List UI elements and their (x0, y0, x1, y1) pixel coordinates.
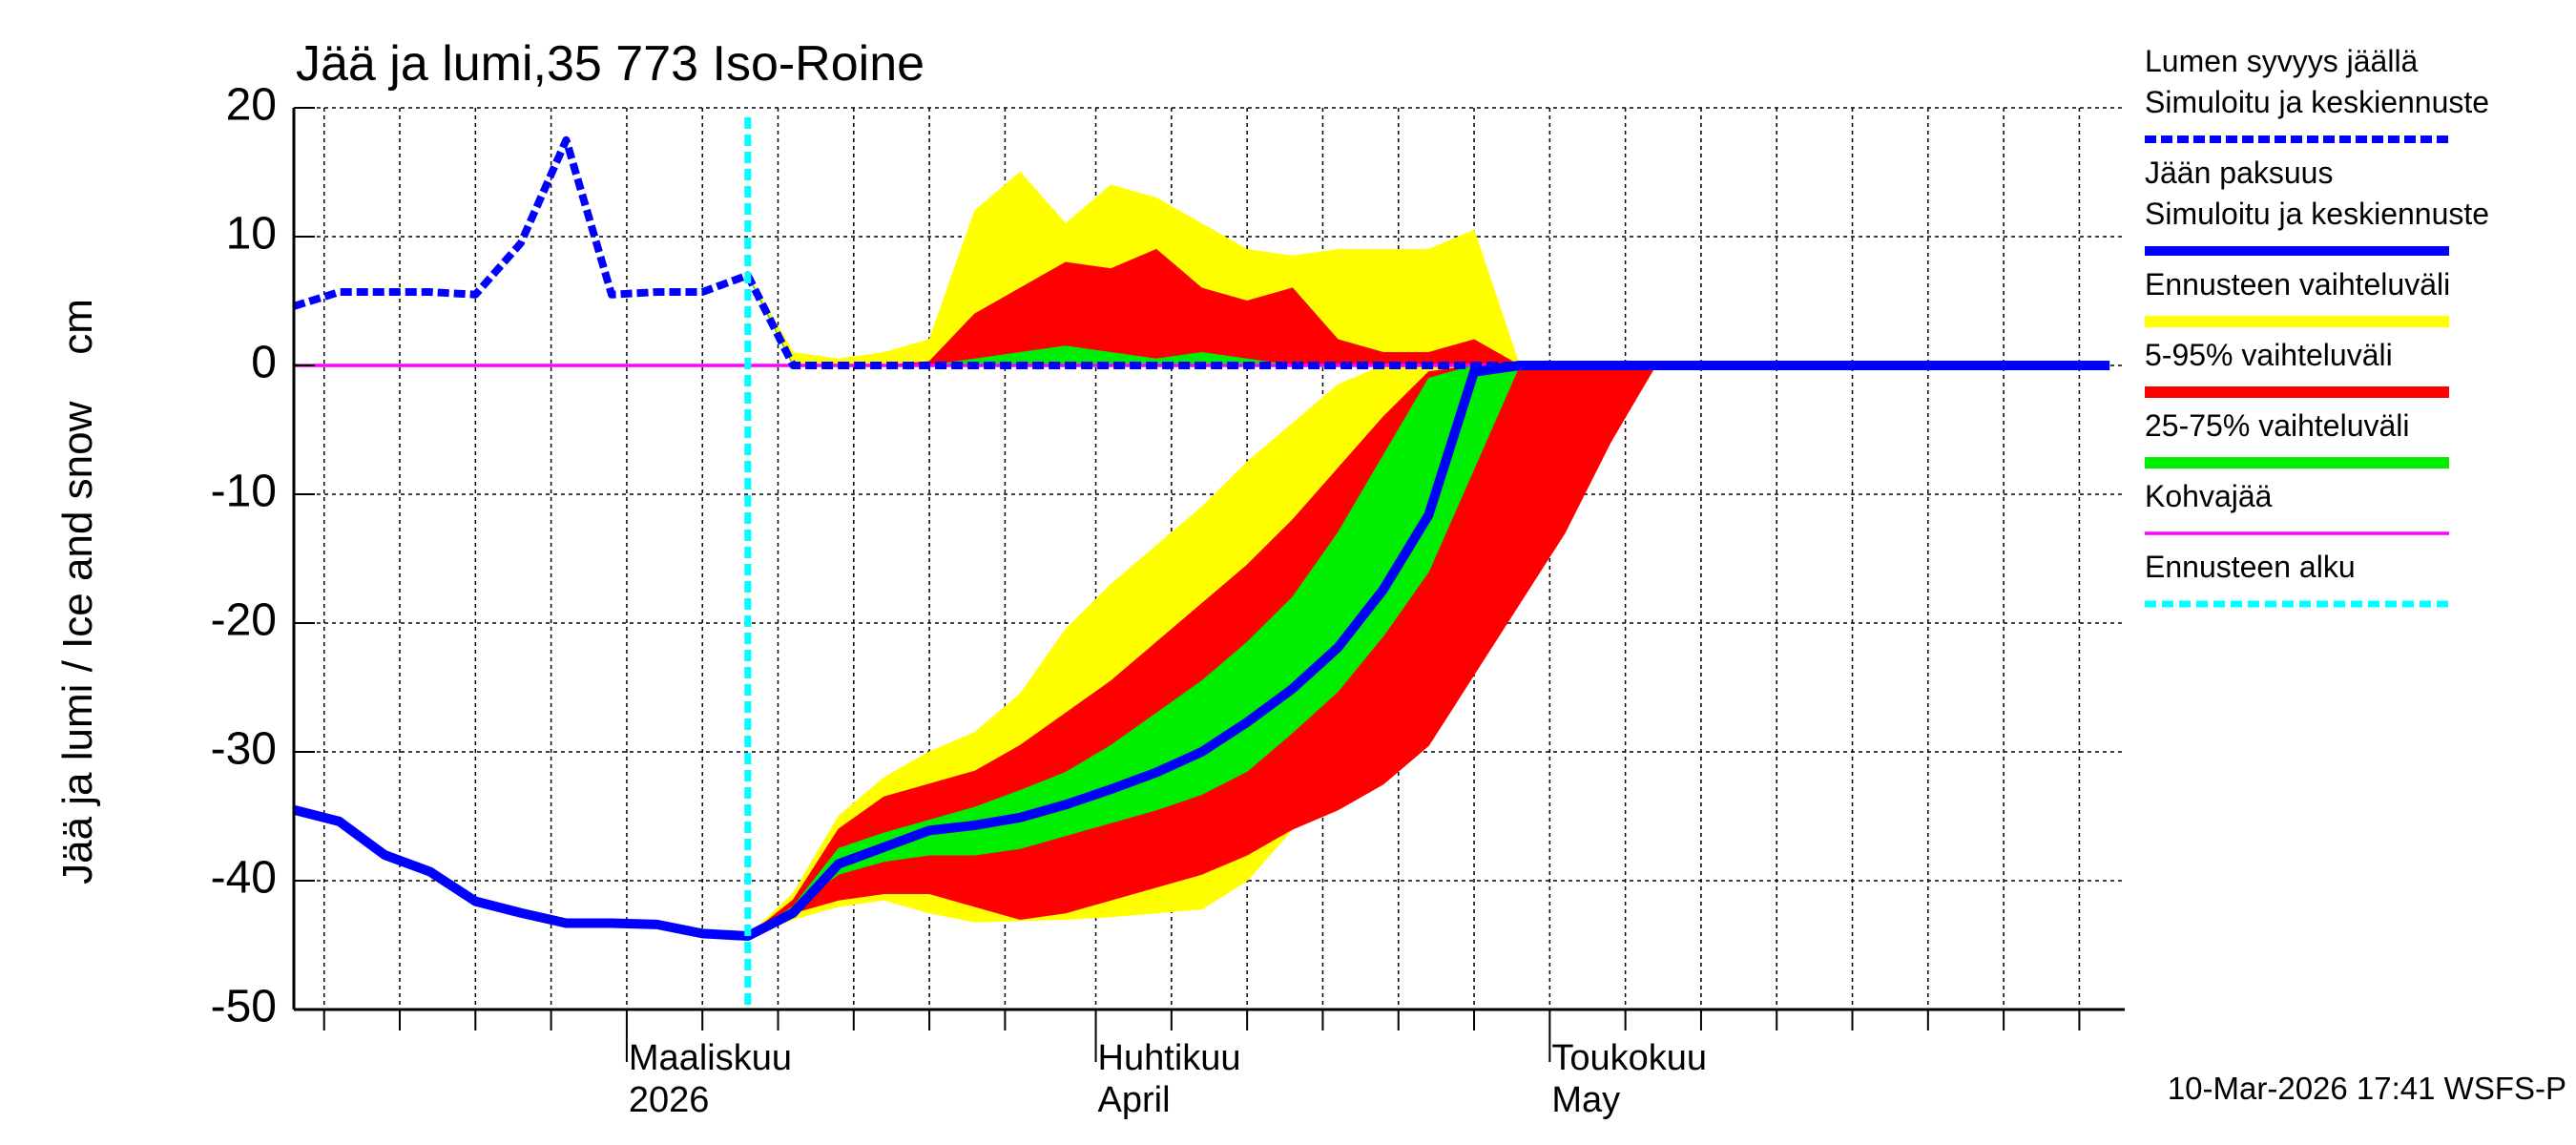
legend-label: Simuloitu ja keskiennuste (2145, 197, 2489, 231)
legend-label: Ennusteen vaihteluväli (2145, 267, 2450, 302)
x-tick-label: April (1098, 1080, 1171, 1120)
y-tick-label: -20 (211, 595, 277, 646)
footer: 10-Mar-2026 17:41 WSFS-P (2168, 1071, 2566, 1106)
x-tick-label: Huhtikuu (1098, 1038, 1241, 1078)
y-tick-label: -10 (211, 467, 277, 517)
series-line (292, 135, 2110, 369)
legend-label: 25-75% vaihteluväli (2145, 408, 2410, 443)
y-tick-label: -40 (211, 853, 277, 904)
legend-label: Simuloitu ja keskiennuste (2145, 85, 2489, 119)
x-tick-label: Maaliskuu (629, 1038, 792, 1078)
y-tick-label: 20 (226, 80, 277, 131)
legend-label: Lumen syvyys jäällä (2145, 44, 2419, 78)
y-tick-label: 10 (226, 209, 277, 260)
legend-label: Jään paksuus (2145, 156, 2333, 190)
legend-label: 5-95% vaihteluväli (2145, 338, 2393, 372)
x-tick-label: May (1551, 1080, 1620, 1120)
y-tick-label: 0 (251, 338, 277, 388)
x-tick-label: 2026 (629, 1080, 710, 1120)
y-tick-label: -50 (211, 982, 277, 1032)
series-line (292, 361, 2110, 942)
legend-label: Kohvajää (2145, 479, 2273, 513)
legend-label: Ennusteen alku (2145, 550, 2356, 584)
y-axis-label: Jää ja lumi / Ice and snow cm (54, 299, 101, 885)
chart-title: Jää ja lumi,35 773 Iso-Roine (296, 36, 924, 92)
y-tick-label: -30 (211, 724, 277, 775)
x-tick-label: Toukokuu (1551, 1038, 1707, 1078)
